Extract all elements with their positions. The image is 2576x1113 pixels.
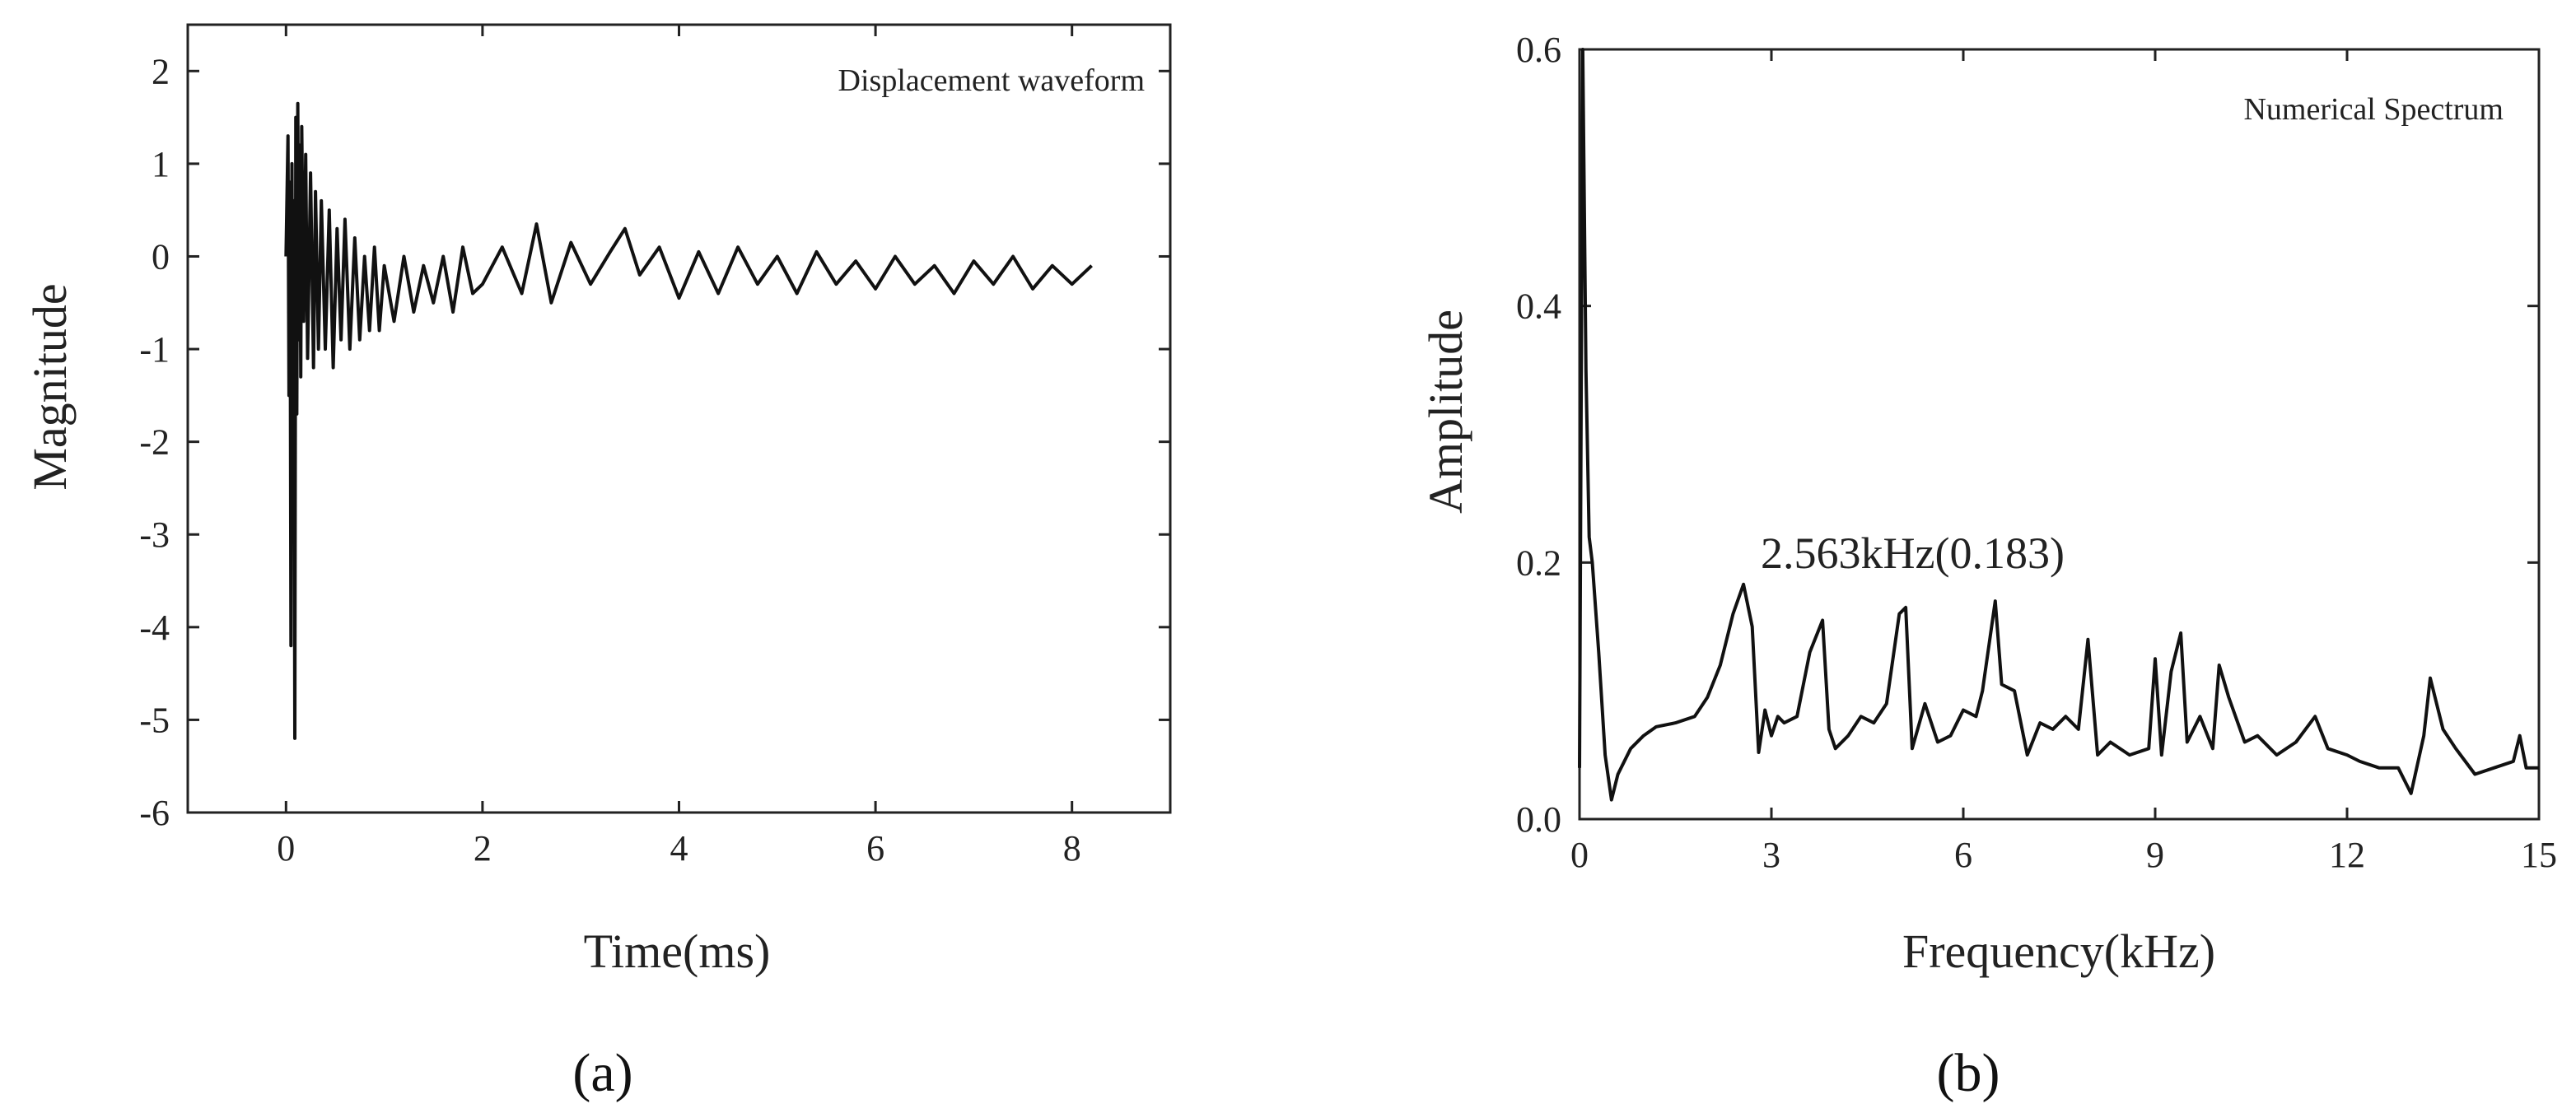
x-ticks-a: 0 2 4 6 8: [277, 25, 1081, 869]
panel-label-b: (b): [1937, 1043, 2000, 1103]
x-tick-label: 12: [2329, 835, 2365, 875]
y-axis-title-a: Magnitude: [23, 283, 77, 490]
y-ticks-b: 0.0 0.2 0.4 0.6: [1516, 30, 2539, 840]
y-tick-label: -6: [139, 793, 170, 833]
x-tick-label: 4: [670, 828, 688, 869]
x-tick-label: 8: [1063, 828, 1081, 869]
y-tick-label: 0.0: [1516, 799, 1561, 840]
x-tick-label: 9: [2146, 835, 2164, 875]
y-tick-label: 2: [152, 51, 170, 91]
plot-frame-a: [186, 23, 1172, 814]
y-axis-title-b: Amplitude: [1419, 310, 1472, 514]
x-tick-label: 2: [474, 828, 492, 869]
y-tick-label: -5: [139, 700, 170, 740]
panel-a: 2 1 0 -1 -2 -3 -4 -5 -6 0 2 4 6 8 Displacement wavef…: [23, 23, 1172, 1103]
y-tick-label: -2: [139, 422, 170, 463]
x-tick-label: 6: [1954, 835, 1972, 875]
y-tick-label: 0: [152, 236, 170, 277]
annotation-a: Displacement waveform: [838, 63, 1145, 98]
y-tick-label: 0.4: [1516, 286, 1561, 327]
x-tick-label: 15: [2521, 835, 2557, 875]
y-tick-label: -1: [139, 329, 170, 370]
x-axis-title-b: Frequency(kHz): [1902, 924, 2215, 978]
annotation-b: Numerical Spectrum: [2243, 92, 2504, 127]
x-tick-label: 0: [1570, 835, 1589, 875]
x-tick-label: 3: [1762, 835, 1780, 875]
x-ticks-b: 0 3 6 9 12 15: [1570, 49, 2557, 875]
y-tick-label: 1: [152, 144, 170, 184]
y-tick-label: 0.6: [1516, 30, 1561, 70]
panel-b: 0.0 0.2 0.4 0.6 0 3 6 9 12 15 Numerical Spectrum…: [1419, 30, 2557, 1103]
x-tick-label: 6: [866, 828, 884, 869]
y-ticks-a: 2 1 0 -1 -2 -3 -4 -5 -6: [139, 51, 1170, 833]
y-tick-label: 0.2: [1516, 543, 1561, 583]
x-axis-title-a: Time(ms): [584, 924, 771, 978]
y-tick-label: -4: [139, 608, 170, 648]
y-tick-label: -3: [139, 515, 170, 555]
peak-label: 2.563kHz(0.183): [1761, 529, 2065, 578]
plot-frame-b: [1578, 48, 2541, 821]
series-line-spectrum: [1578, 48, 2539, 802]
series-line-displacement: [284, 101, 1093, 740]
x-tick-label: 0: [277, 828, 295, 869]
panel-label-a: (a): [572, 1043, 632, 1103]
